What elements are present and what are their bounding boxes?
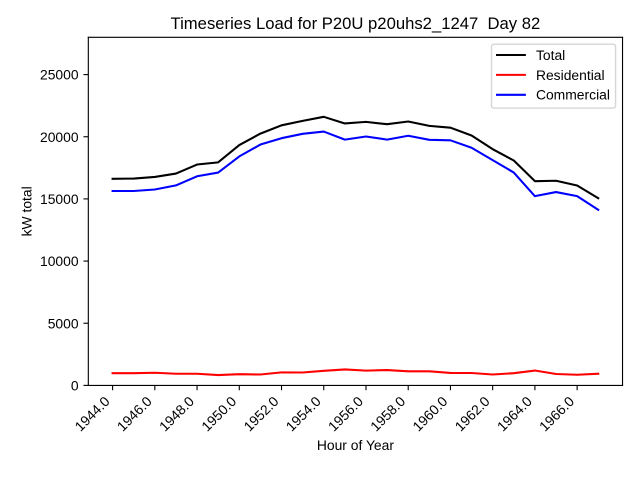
svg-text:5000: 5000 — [48, 315, 79, 331]
svg-text:Total: Total — [536, 47, 565, 63]
svg-text:Timeseries Load for P20U p20uh: Timeseries Load for P20U p20uhs2_1247 Da… — [171, 14, 541, 33]
svg-text:20000: 20000 — [40, 129, 79, 145]
svg-text:kW total: kW total — [19, 186, 35, 236]
svg-text:Hour of Year: Hour of Year — [317, 437, 395, 453]
svg-text:15000: 15000 — [40, 191, 79, 207]
svg-text:25000: 25000 — [40, 67, 79, 83]
svg-text:0: 0 — [71, 377, 79, 393]
svg-text:10000: 10000 — [40, 253, 79, 269]
svg-text:Residential: Residential — [536, 67, 605, 83]
svg-text:Commercial: Commercial — [536, 87, 610, 103]
